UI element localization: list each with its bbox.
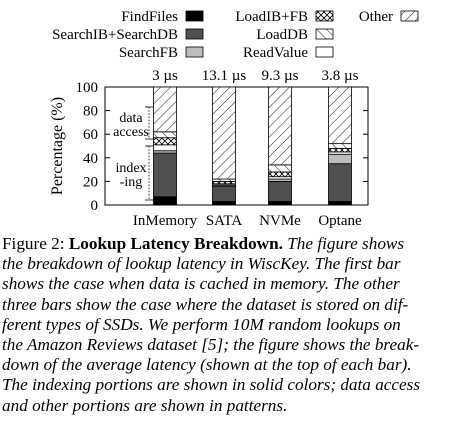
y-axis-label: Percentage (%) bbox=[49, 97, 66, 195]
caption-line: down of the average latency (shown at th… bbox=[2, 355, 412, 375]
bar-segment-nvme-searchib-searchdb bbox=[268, 180, 292, 202]
caption-body: The figure shows the breakdown of lookup … bbox=[2, 234, 420, 415]
bar-segment-nvme-findfiles bbox=[268, 201, 292, 206]
caption-line: ferent types of SSDs. We perform 10M ran… bbox=[2, 314, 401, 334]
chart-legend: FindFiles SearchIB+SearchDB SearchFB Loa… bbox=[52, 9, 419, 61]
legend-label-readvalue: ReadValue bbox=[243, 45, 308, 61]
y-axis-ticks: 0 20 40 60 80 100 bbox=[76, 80, 368, 214]
bar-segment-inmemory-findfiles bbox=[153, 196, 177, 206]
bar-segment-nvme-loadib-fb bbox=[268, 171, 292, 178]
bar-segment-sata-searchib-searchdb bbox=[212, 185, 236, 202]
annotation-index-line1: index bbox=[115, 161, 146, 176]
legend-swatch-findfiles bbox=[185, 10, 204, 22]
legend-label-findfiles: FindFiles bbox=[121, 9, 178, 25]
y-tick-label: 0 bbox=[91, 198, 99, 214]
legend-swatch-other bbox=[400, 10, 419, 22]
x-tick-label-inmemory: InMemory bbox=[133, 213, 198, 229]
bar-segment-nvme-loaddb bbox=[268, 164, 292, 173]
bar-segment-optane-loaddb bbox=[328, 143, 352, 149]
bar-segment-optane-searchfb bbox=[328, 153, 352, 165]
x-tick-label-sata: SATA bbox=[206, 213, 242, 229]
legend-label-other: Other bbox=[359, 9, 393, 25]
annotation-data-line1: data bbox=[119, 111, 143, 126]
bar-segment-sata-other bbox=[212, 86, 236, 180]
bar-segment-inmemory-other bbox=[153, 86, 177, 133]
caption-line: The indexing portions are shown in solid… bbox=[2, 375, 421, 395]
legend-swatch-searchib-searchdb bbox=[185, 28, 204, 40]
caption-label: Figure 2: bbox=[2, 234, 65, 253]
caption-line: the Amazon Reviews dataset [5]; the figu… bbox=[2, 335, 420, 355]
bars bbox=[153, 86, 352, 206]
legend-label-loaddb: LoadDB bbox=[256, 27, 308, 43]
annotation-index-line2: -ing bbox=[120, 175, 143, 190]
x-tick-label-optane: Optane bbox=[318, 213, 362, 229]
caption-line: and other portions are shown in patterns… bbox=[2, 395, 288, 415]
legend-label-searchib-searchdb: SearchIB+SearchDB bbox=[52, 27, 178, 43]
y-tick-label: 100 bbox=[76, 80, 99, 96]
legend-swatch-readvalue bbox=[315, 46, 334, 58]
annotation-data-line2: access bbox=[113, 125, 149, 140]
bar-top-labels: 3 µs 13.1 µs 9.3 µs 3.8 µs bbox=[152, 68, 359, 84]
annotation-group: data access index -ing bbox=[113, 106, 153, 201]
bar-segment-optane-other bbox=[328, 86, 352, 145]
bar-segment-sata-findfiles bbox=[212, 201, 236, 206]
plot-frame bbox=[104, 86, 369, 206]
caption-line: shows the case when data is cached in me… bbox=[2, 274, 400, 294]
x-axis-labels: InMemory SATA NVMe Optane bbox=[133, 213, 362, 229]
bar-segment-optane-loadib-fb bbox=[328, 147, 352, 153]
legend-swatch-loadib-fb bbox=[315, 10, 334, 22]
caption-title: Lookup Latency Breakdown. bbox=[68, 234, 283, 253]
bar-top-label-optane: 3.8 µs bbox=[322, 68, 359, 84]
bar-segment-optane-findfiles bbox=[328, 201, 352, 206]
bar-top-label-nvme: 9.3 µs bbox=[262, 68, 299, 84]
legend-label-searchfb: SearchFB bbox=[119, 45, 178, 61]
caption-line: The figure shows bbox=[287, 234, 405, 253]
y-tick-label: 20 bbox=[83, 174, 98, 190]
bar-segment-inmemory-readvalue bbox=[153, 144, 177, 152]
bar-segment-inmemory-searchib-searchdb bbox=[153, 152, 177, 198]
latency-breakdown-chart: FindFiles SearchIB+SearchDB SearchFB Loa… bbox=[49, 9, 419, 229]
y-tick-label: 60 bbox=[83, 127, 98, 143]
legend-swatch-searchfb bbox=[185, 46, 204, 58]
bar-segment-nvme-other bbox=[268, 86, 292, 166]
bar-top-label-inmemory: 3 µs bbox=[152, 68, 178, 84]
bar-top-label-sata: 13.1 µs bbox=[202, 68, 247, 84]
y-tick-label: 80 bbox=[83, 104, 98, 120]
legend-swatch-loaddb bbox=[315, 28, 334, 40]
legend-label-loadib-fb: LoadIB+FB bbox=[235, 9, 308, 25]
figure-caption: Figure 2: Lookup Latency Breakdown. The … bbox=[2, 234, 472, 416]
bar-segment-optane-searchib-searchdb bbox=[328, 163, 352, 202]
caption-line: the breakdown of lookup latency in WiscK… bbox=[2, 254, 401, 274]
x-tick-label-nvme: NVMe bbox=[259, 213, 301, 229]
bar-segment-inmemory-loaddb bbox=[153, 131, 177, 139]
caption-line: three bars show the case where the datas… bbox=[2, 294, 409, 314]
bar-segment-inmemory-loadib-fb bbox=[153, 137, 177, 146]
y-tick-label: 40 bbox=[83, 151, 98, 167]
